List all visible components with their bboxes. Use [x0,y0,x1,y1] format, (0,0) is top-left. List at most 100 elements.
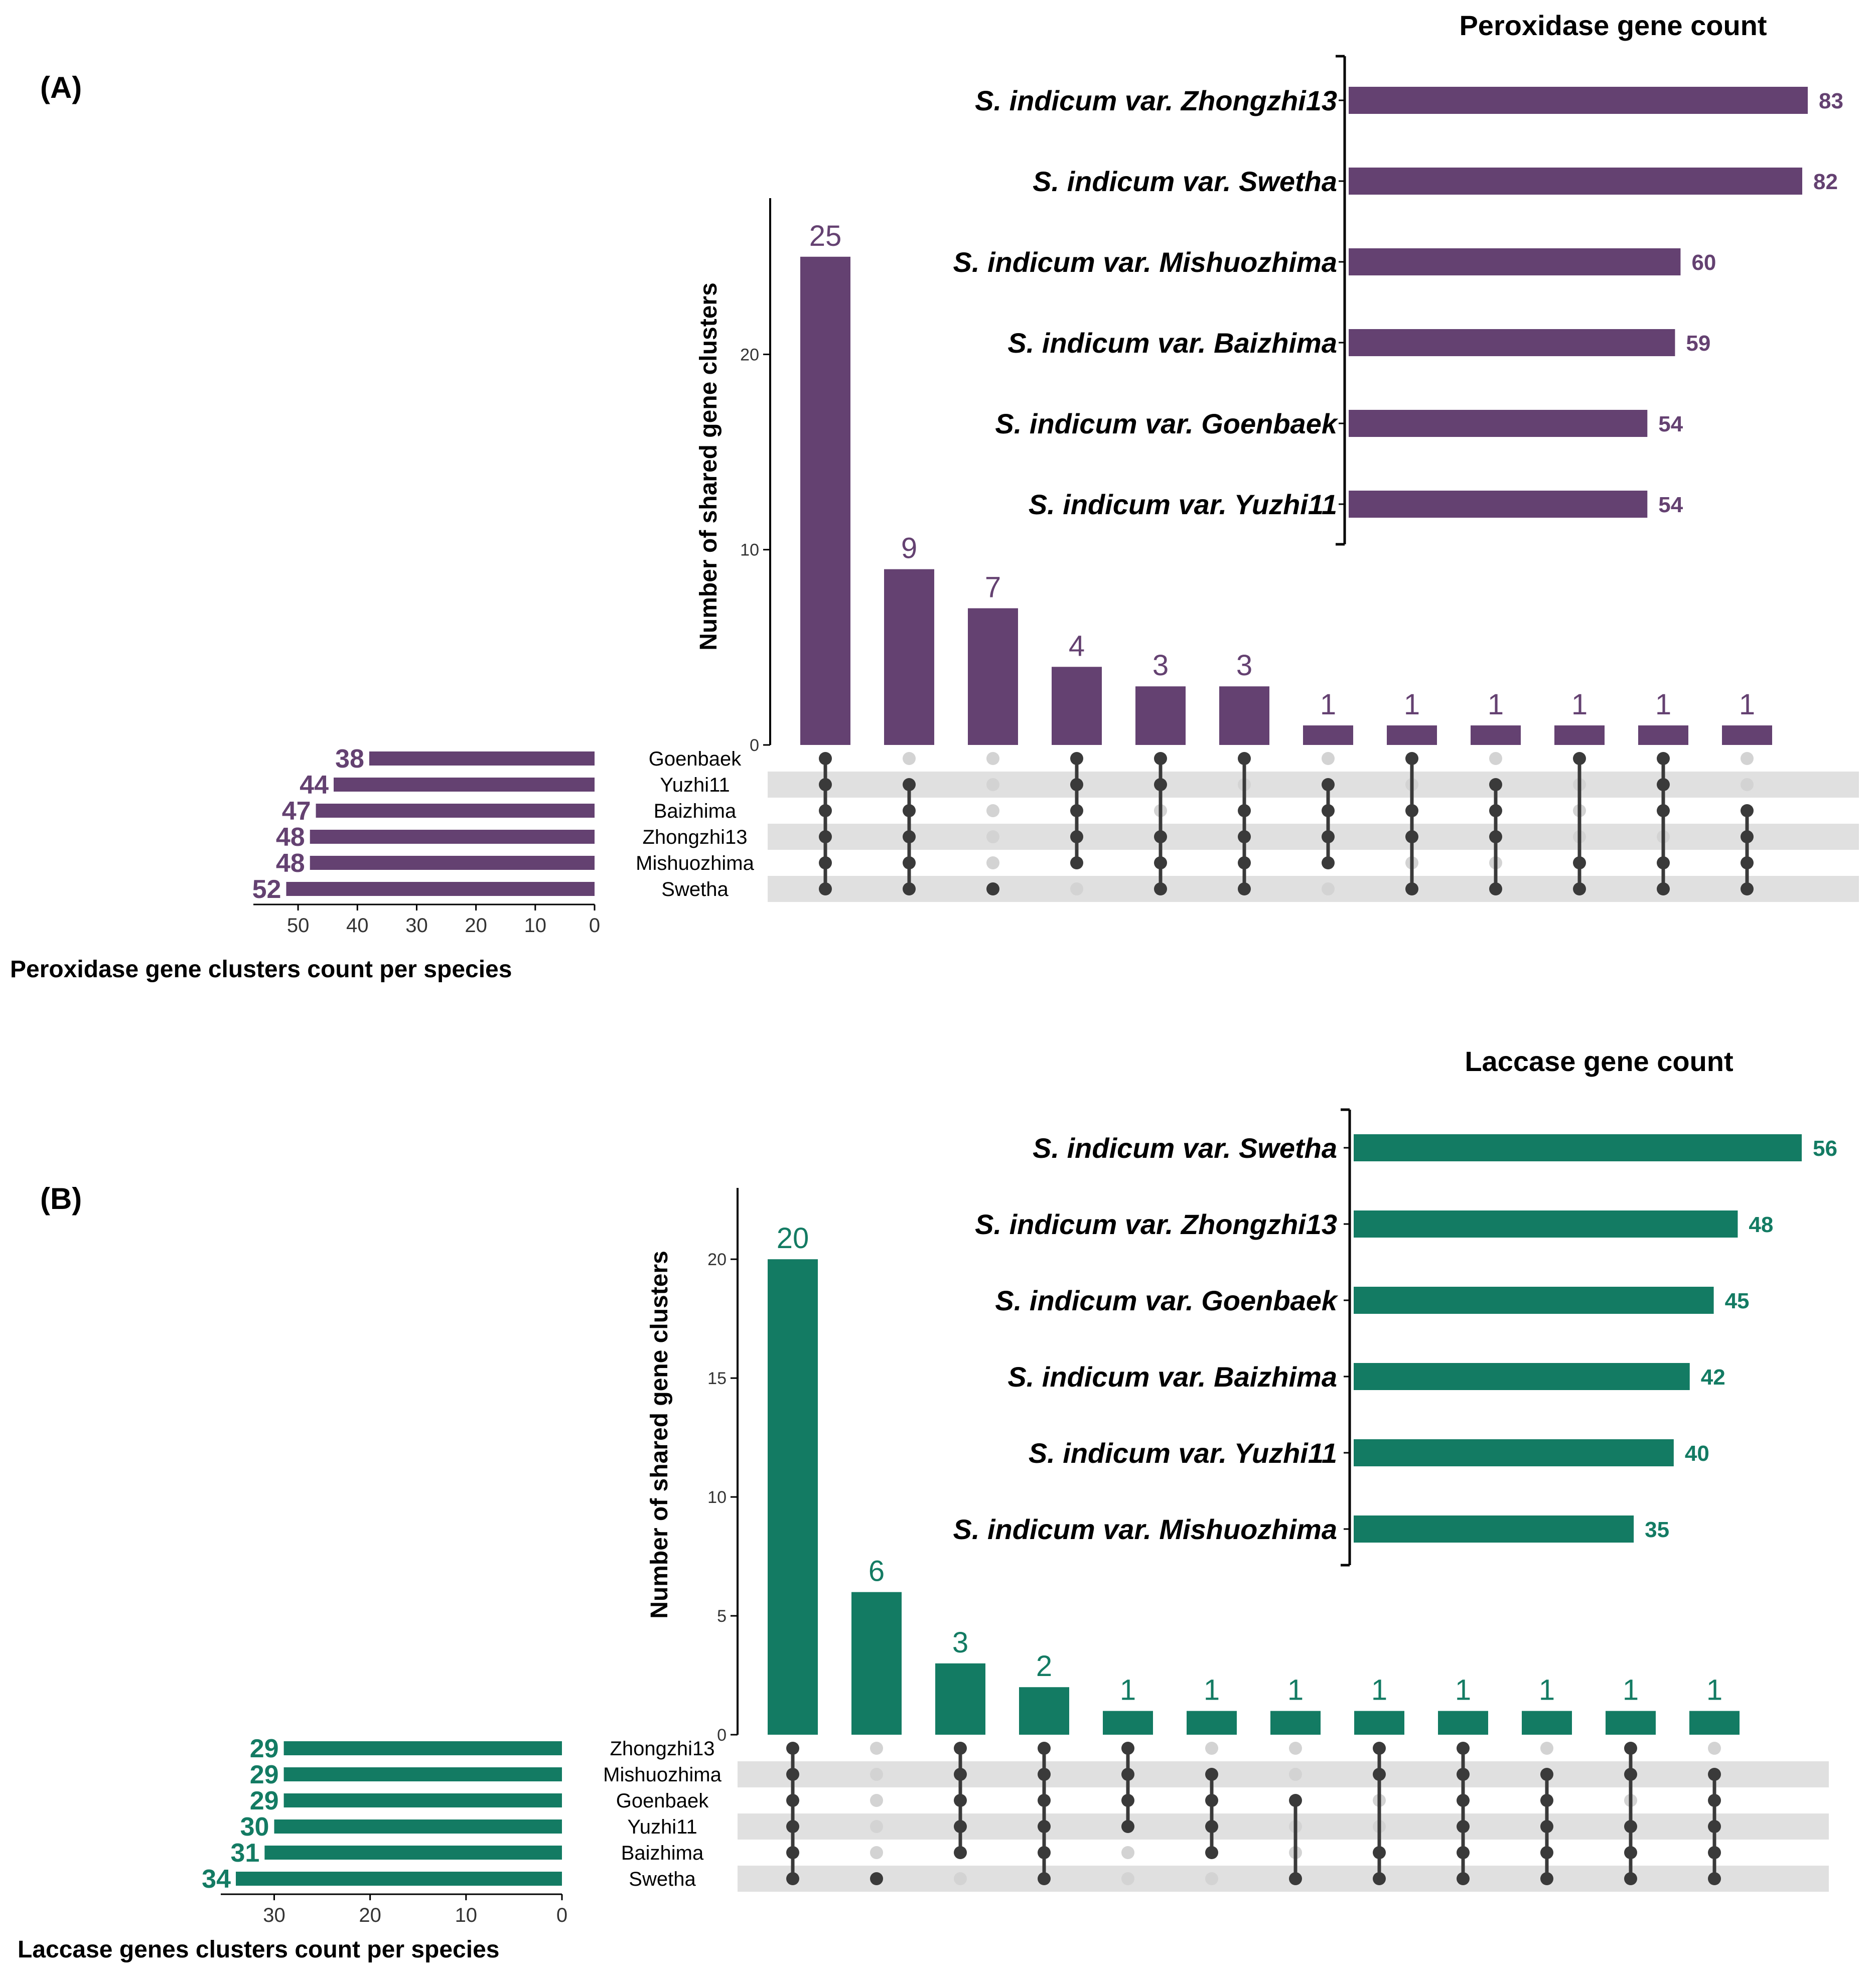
matrix-dot-active [1205,1820,1218,1833]
matrix-dot-active [1708,1794,1721,1807]
matrix-dot-active [1121,1768,1134,1781]
intersection-bar [1303,725,1353,745]
matrix-dot-active [786,1768,799,1781]
matrix-dot-inactive [870,1820,883,1833]
matrix-dot-active [1573,856,1586,869]
matrix-dot-active [1238,804,1251,817]
inset-value-label: 60 [1691,250,1716,275]
set-size-tick-label: 10 [524,915,547,937]
matrix-dot-active [1489,778,1502,791]
matrix-dot-active [1238,752,1251,765]
matrix-dot-active [1322,856,1335,869]
intersection-bar [800,256,850,745]
matrix-dot-active [1624,1742,1637,1755]
inset-bar [1349,410,1648,437]
matrix-dot-active [1121,1794,1134,1807]
intersection-count-label: 1 [1287,1674,1304,1707]
matrix-dot-active [1457,1742,1470,1755]
inset-value-label: 56 [1813,1136,1837,1161]
inset-title: Peroxidase gene count [1459,10,1767,41]
matrix-dot-inactive [954,1872,967,1885]
matrix-dot-active [1121,1820,1134,1833]
set-size-bar [316,804,595,818]
matrix-dot-inactive [1741,778,1754,791]
matrix-dot-active [1624,1768,1637,1781]
intersection-count-label: 3 [1152,649,1169,682]
matrix-dot-active [1373,1768,1386,1781]
intersection-count-label: 7 [985,571,1001,604]
set-size-axis-title: Peroxidase gene clusters count per speci… [10,956,512,983]
intersection-count-label: 1 [1404,688,1420,721]
matrix-dot-active [1457,1846,1470,1859]
matrix-dot-inactive [870,1794,883,1807]
matrix-dot-active [1708,1820,1721,1833]
matrix-dot-active [1741,882,1754,895]
matrix-dot-active [1708,1768,1721,1781]
matrix-dot-active [954,1768,967,1781]
intersection-bar [1438,1711,1488,1735]
matrix-dot-active [1070,804,1083,817]
inset-value-label: 35 [1645,1517,1669,1542]
inset-species-label: S. indicum var. Zhongzhi13 [975,85,1337,116]
matrix-dot-active [1624,1846,1637,1859]
matrix-dot-active [1154,830,1167,843]
matrix-dot-active [1038,1768,1051,1781]
y-tick-label: 0 [717,1726,727,1745]
intersection-count-label: 20 [777,1222,809,1255]
matrix-dot-active [1322,830,1335,843]
matrix-dot-active [1205,1846,1218,1859]
intersection-count-label: 3 [1236,649,1252,682]
matrix-dot-active [1289,1794,1302,1807]
intersection-count-label: 1 [1539,1674,1555,1707]
intersection-bar [1187,1711,1237,1735]
matrix-dot-active [954,1846,967,1859]
intersection-count-label: 2 [1036,1650,1052,1683]
inset-value-label: 45 [1725,1289,1750,1313]
matrix-dot-active [954,1820,967,1833]
matrix-dot-active [1373,1742,1386,1755]
matrix-dot-inactive [986,804,999,817]
intersection-bar [884,569,934,745]
set-size-label: 48 [276,849,305,878]
set-size-bar [334,778,595,792]
matrix-dot-active [786,1820,799,1833]
intersection-bar [768,1259,818,1735]
set-size-tick-label: 0 [589,915,600,937]
set-name-label: Baizhima [654,800,737,822]
inset-bar [1349,87,1808,114]
matrix-dot-inactive [1121,1846,1134,1859]
matrix-dot-active [786,1794,799,1807]
matrix-dot-active [1070,856,1083,869]
matrix-dot-active [1038,1742,1051,1755]
matrix-row-stripe [768,772,1859,798]
matrix-dot-active [1657,778,1670,791]
intersection-count-label: 6 [869,1555,885,1588]
matrix-dot-active [1038,1794,1051,1807]
matrix-dot-inactive [870,1846,883,1859]
intersection-bar [1219,686,1269,745]
intersection-count-label: 1 [1623,1674,1639,1707]
intersection-count-label: 1 [1204,1674,1220,1707]
matrix-dot-active [1405,882,1418,895]
matrix-dot-active [1405,830,1418,843]
intersection-count-label: 1 [1571,688,1588,721]
inset-value-label: 54 [1658,493,1683,517]
matrix-dot-active [1573,882,1586,895]
set-name-label: Zhongzhi13 [610,1738,714,1760]
intersection-bar [1135,686,1186,745]
inset-species-label: S. indicum var. Goenbaek [995,408,1338,439]
matrix-dot-active [954,1742,967,1755]
set-size-bar [236,1872,562,1886]
y-tick-label: 0 [750,736,759,755]
inset-species-label: S. indicum var. Yuzhi11 [1029,489,1337,520]
set-size-tick-label: 20 [465,915,487,937]
intersection-bar [851,1592,902,1735]
matrix-dot-inactive [1741,752,1754,765]
matrix-dot-active [1624,1872,1637,1885]
set-size-label: 47 [282,797,311,826]
matrix-dot-active [1038,1872,1051,1885]
intersection-bar [1387,725,1437,745]
set-name-label: Yuzhi11 [660,774,730,796]
intersection-count-label: 9 [901,532,917,565]
